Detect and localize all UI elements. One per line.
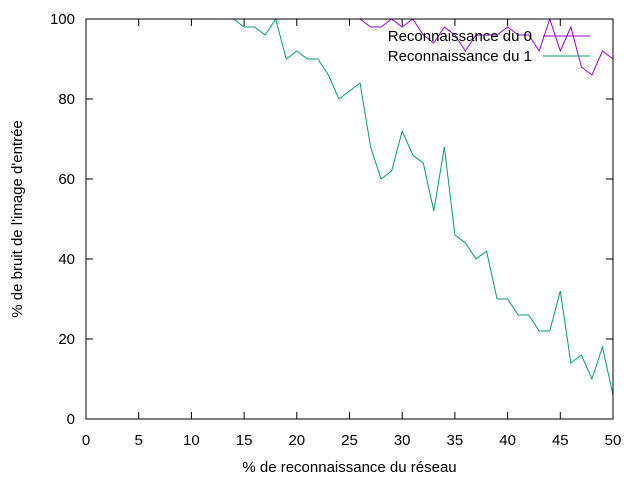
x-tick-label: 0 [82, 432, 90, 449]
y-tick-label: 60 [58, 171, 75, 188]
x-tick-label: 15 [236, 432, 253, 449]
y-tick-label: 100 [50, 11, 75, 28]
x-tick-label: 25 [341, 432, 358, 449]
x-tick-label: 30 [394, 432, 411, 449]
y-tick-label: 20 [58, 331, 75, 348]
axis-ticks: 0 5 10 15 20 25 30 35 40 45 50 0 20 40 60 80 100 [50, 11, 621, 449]
series-layer [86, 19, 613, 396]
x-tick-label: 50 [605, 432, 622, 449]
series-line-reconnaissance-du-1 [86, 19, 613, 396]
legend-label-reconnaissance-du-0: Reconnaissance du 0 [388, 28, 532, 45]
x-tick-label: 10 [183, 432, 200, 449]
y-tick-label: 40 [58, 251, 75, 268]
y-tick-label: 80 [58, 91, 75, 108]
x-tick-label: 40 [499, 432, 516, 449]
y-axis-label: % de bruit de l'image d'entrée [9, 120, 26, 318]
x-tick-label: 35 [447, 432, 464, 449]
legend-label-reconnaissance-du-1: Reconnaissance du 1 [388, 48, 532, 65]
series-line-reconnaissance-du-0 [86, 19, 613, 76]
x-tick-label: 20 [288, 432, 305, 449]
x-tick-label: 5 [135, 432, 143, 449]
plot-area-frame [85, 18, 614, 420]
x-tick-label: 45 [552, 432, 569, 449]
y-tick-label: 0 [67, 411, 75, 428]
x-axis-label: % de reconnaissance du réseau [242, 459, 456, 476]
legend: Reconnaissance du 0 Reconnaissance du 1 [388, 28, 590, 65]
